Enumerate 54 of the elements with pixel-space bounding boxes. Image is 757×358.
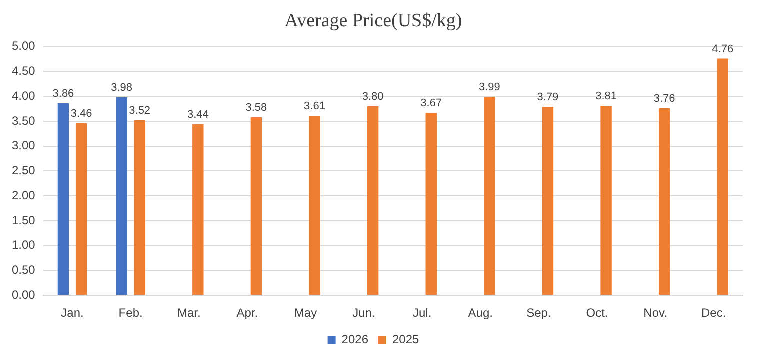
legend-label: 2026 bbox=[342, 332, 369, 346]
data-label: 3.86 bbox=[52, 88, 74, 100]
data-label: 3.52 bbox=[129, 104, 151, 117]
bar bbox=[116, 98, 128, 296]
y-tick-label: 4.00 bbox=[12, 88, 36, 103]
data-label: 3.61 bbox=[304, 100, 326, 112]
data-label: 4.76 bbox=[712, 43, 734, 56]
x-tick-label: Jan. bbox=[61, 306, 84, 320]
x-tick-label: Feb. bbox=[118, 306, 143, 320]
data-label: 3.80 bbox=[362, 91, 384, 104]
y-tick-label: 5.00 bbox=[12, 39, 36, 54]
bar bbox=[426, 112, 437, 296]
data-label: 3.46 bbox=[70, 108, 92, 120]
data-label: 3.79 bbox=[537, 92, 559, 104]
y-tick-label: 2.50 bbox=[12, 164, 36, 178]
bar bbox=[600, 106, 612, 296]
data-label: 3.76 bbox=[654, 93, 676, 106]
x-tick-label: Jul. bbox=[412, 306, 432, 320]
chart-title: Average Price(US$/kg) bbox=[284, 10, 462, 32]
bar bbox=[542, 107, 554, 296]
x-tick-label: Jun. bbox=[352, 306, 376, 320]
y-tick-label: 0.50 bbox=[12, 263, 36, 278]
bar bbox=[192, 124, 204, 296]
data-label: 3.67 bbox=[420, 98, 442, 110]
y-tick-label: 3.00 bbox=[12, 138, 36, 153]
bar bbox=[484, 97, 496, 296]
data-label: 3.58 bbox=[246, 102, 268, 114]
x-tick-label: Sep. bbox=[526, 306, 552, 320]
data-label: 3.99 bbox=[478, 82, 500, 94]
x-tick-label: May bbox=[294, 306, 318, 320]
bar bbox=[658, 108, 670, 296]
x-tick-label: Apr. bbox=[236, 306, 258, 320]
y-tick-label: 1.50 bbox=[12, 213, 36, 228]
y-tick-label: 3.50 bbox=[12, 114, 36, 128]
y-tick-label: 1.00 bbox=[12, 238, 36, 252]
x-tick-label: Oct. bbox=[586, 306, 608, 320]
bar bbox=[367, 106, 379, 296]
data-label: 3.44 bbox=[187, 108, 209, 121]
bar bbox=[134, 120, 146, 296]
data-label: 3.98 bbox=[111, 82, 132, 94]
y-tick-label: 4.50 bbox=[12, 64, 36, 78]
bar bbox=[250, 117, 262, 296]
x-tick-label: Dec. bbox=[702, 306, 726, 320]
y-tick-label: 0.00 bbox=[12, 288, 36, 302]
legend-label: 2025 bbox=[392, 332, 420, 346]
data-label: 3.81 bbox=[596, 90, 617, 103]
bar bbox=[717, 58, 728, 296]
bar bbox=[58, 104, 70, 296]
x-tick-label: Mar. bbox=[177, 306, 201, 320]
x-tick-label: Aug. bbox=[468, 306, 493, 320]
y-tick-label: 2.00 bbox=[12, 188, 36, 202]
x-tick-label: Nov. bbox=[644, 306, 668, 320]
bar bbox=[76, 123, 88, 296]
bar bbox=[309, 116, 320, 296]
